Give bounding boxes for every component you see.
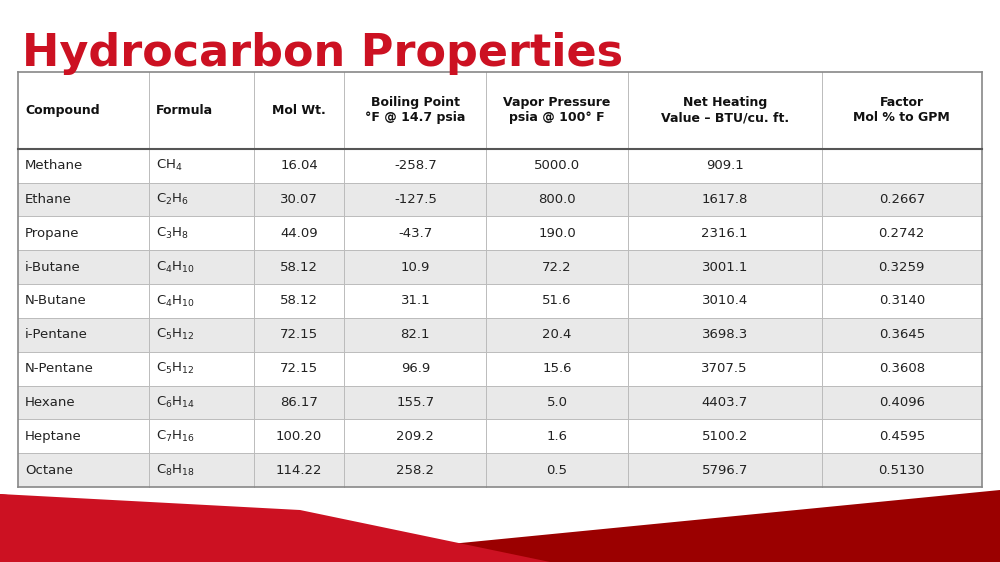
Text: C$_4$H$_{10}$: C$_4$H$_{10}$ xyxy=(156,260,194,275)
Text: 10.9: 10.9 xyxy=(401,261,430,274)
Text: C$_8$H$_{18}$: C$_8$H$_{18}$ xyxy=(156,463,194,478)
Text: 100.20: 100.20 xyxy=(276,430,322,443)
Text: 20.4: 20.4 xyxy=(542,328,572,341)
Text: Heptane: Heptane xyxy=(25,430,82,443)
Text: Mol Wt.: Mol Wt. xyxy=(272,104,326,117)
Text: -43.7: -43.7 xyxy=(398,227,432,240)
Bar xyxy=(18,419,982,453)
Text: C$_7$H$_{16}$: C$_7$H$_{16}$ xyxy=(156,429,194,444)
Text: Methane: Methane xyxy=(25,159,83,172)
Text: i-Butane: i-Butane xyxy=(25,261,81,274)
Polygon shape xyxy=(0,494,550,562)
Text: 82.1: 82.1 xyxy=(401,328,430,341)
Text: Hexane: Hexane xyxy=(25,396,76,409)
Text: 2316.1: 2316.1 xyxy=(701,227,748,240)
Text: 3010.4: 3010.4 xyxy=(702,294,748,307)
Text: 15.6: 15.6 xyxy=(542,362,572,375)
Text: 114.22: 114.22 xyxy=(276,464,322,477)
Text: 4403.7: 4403.7 xyxy=(702,396,748,409)
Text: 72.2: 72.2 xyxy=(542,261,572,274)
Text: C$_6$H$_{14}$: C$_6$H$_{14}$ xyxy=(156,395,195,410)
Text: Net Heating
Value – BTU/cu. ft.: Net Heating Value – BTU/cu. ft. xyxy=(661,97,789,124)
Text: CH$_4$: CH$_4$ xyxy=(156,158,182,173)
Text: 51.6: 51.6 xyxy=(542,294,572,307)
Text: Formula: Formula xyxy=(156,104,213,117)
Text: 58.12: 58.12 xyxy=(280,261,318,274)
Text: 0.2667: 0.2667 xyxy=(879,193,925,206)
Text: Boiling Point
°F @ 14.7 psia: Boiling Point °F @ 14.7 psia xyxy=(365,97,466,124)
Text: 209.2: 209.2 xyxy=(396,430,434,443)
Text: 909.1: 909.1 xyxy=(706,159,744,172)
Text: 1.6: 1.6 xyxy=(546,430,567,443)
Text: 0.4096: 0.4096 xyxy=(879,396,925,409)
Text: Ethane: Ethane xyxy=(25,193,72,206)
Bar xyxy=(18,149,982,183)
Bar xyxy=(18,352,982,386)
Text: 96.9: 96.9 xyxy=(401,362,430,375)
Text: 5.0: 5.0 xyxy=(546,396,567,409)
Bar xyxy=(18,386,982,419)
Text: 72.15: 72.15 xyxy=(280,328,318,341)
Text: Octane: Octane xyxy=(25,464,73,477)
Bar xyxy=(18,250,982,284)
Text: C$_5$H$_{12}$: C$_5$H$_{12}$ xyxy=(156,327,194,342)
Text: -127.5: -127.5 xyxy=(394,193,437,206)
Text: 3707.5: 3707.5 xyxy=(701,362,748,375)
Polygon shape xyxy=(0,490,1000,562)
Text: 155.7: 155.7 xyxy=(396,396,434,409)
Text: 0.3645: 0.3645 xyxy=(879,328,925,341)
Text: N-Pentane: N-Pentane xyxy=(25,362,94,375)
Text: 31.1: 31.1 xyxy=(401,294,430,307)
Text: C$_3$H$_8$: C$_3$H$_8$ xyxy=(156,226,189,241)
Text: 16.04: 16.04 xyxy=(280,159,318,172)
Bar xyxy=(18,72,982,149)
Text: C$_4$H$_{10}$: C$_4$H$_{10}$ xyxy=(156,293,194,309)
Text: Compound: Compound xyxy=(25,104,100,117)
Text: N-Butane: N-Butane xyxy=(25,294,87,307)
Text: i-Pentane: i-Pentane xyxy=(25,328,88,341)
Bar xyxy=(18,183,982,216)
Text: Vapor Pressure
psia @ 100° F: Vapor Pressure psia @ 100° F xyxy=(503,97,611,124)
Text: 5796.7: 5796.7 xyxy=(701,464,748,477)
Text: 1617.8: 1617.8 xyxy=(701,193,748,206)
Text: 0.3259: 0.3259 xyxy=(879,261,925,274)
Text: 58.12: 58.12 xyxy=(280,294,318,307)
Text: Factor
Mol % to GPM: Factor Mol % to GPM xyxy=(853,97,950,124)
Text: 3001.1: 3001.1 xyxy=(701,261,748,274)
Text: 190.0: 190.0 xyxy=(538,227,576,240)
Text: 86.17: 86.17 xyxy=(280,396,318,409)
Text: 0.4595: 0.4595 xyxy=(879,430,925,443)
Text: 0.5130: 0.5130 xyxy=(879,464,925,477)
Text: 0.3140: 0.3140 xyxy=(879,294,925,307)
Text: Propane: Propane xyxy=(25,227,80,240)
Text: Hydrocarbon Properties: Hydrocarbon Properties xyxy=(22,32,623,75)
Text: C$_2$H$_6$: C$_2$H$_6$ xyxy=(156,192,189,207)
Text: -258.7: -258.7 xyxy=(394,159,437,172)
Bar xyxy=(18,318,982,352)
Bar xyxy=(18,216,982,250)
Text: 3698.3: 3698.3 xyxy=(702,328,748,341)
Text: 0.5: 0.5 xyxy=(546,464,567,477)
Text: 0.3608: 0.3608 xyxy=(879,362,925,375)
Text: 44.09: 44.09 xyxy=(280,227,318,240)
Text: 72.15: 72.15 xyxy=(280,362,318,375)
Text: C$_5$H$_{12}$: C$_5$H$_{12}$ xyxy=(156,361,194,376)
Text: 800.0: 800.0 xyxy=(538,193,576,206)
Bar xyxy=(18,453,982,487)
Text: 5100.2: 5100.2 xyxy=(701,430,748,443)
Text: 258.2: 258.2 xyxy=(396,464,434,477)
Text: 0.2742: 0.2742 xyxy=(879,227,925,240)
Text: 5000.0: 5000.0 xyxy=(534,159,580,172)
Bar xyxy=(18,284,982,318)
Text: 30.07: 30.07 xyxy=(280,193,318,206)
